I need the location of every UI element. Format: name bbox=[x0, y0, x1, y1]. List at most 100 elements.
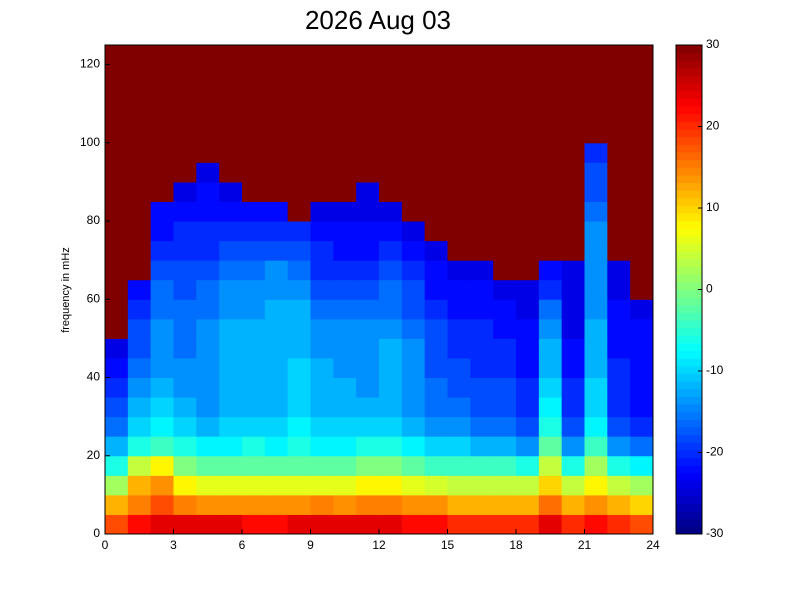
heat-cell bbox=[287, 338, 311, 359]
heat-cell bbox=[516, 221, 540, 242]
heat-cell bbox=[150, 514, 174, 535]
heat-cell bbox=[516, 514, 540, 535]
heat-cell bbox=[538, 514, 563, 535]
heat-cell bbox=[242, 318, 266, 339]
heat-cell bbox=[127, 103, 152, 124]
y-tick-label: 120 bbox=[80, 57, 100, 71]
heat-cell bbox=[447, 181, 471, 202]
heat-cell bbox=[310, 123, 334, 144]
heat-cell bbox=[538, 436, 563, 457]
heat-cell bbox=[219, 221, 243, 242]
heat-cell bbox=[287, 84, 311, 105]
heat-cell bbox=[447, 436, 471, 457]
heat-cell bbox=[493, 162, 517, 183]
heat-cell bbox=[127, 494, 152, 515]
heat-cell bbox=[401, 142, 426, 163]
heat-cell bbox=[379, 162, 403, 183]
heat-cell bbox=[424, 357, 448, 379]
heat-cell bbox=[173, 240, 197, 261]
heat-cell bbox=[173, 397, 197, 418]
heat-cell bbox=[333, 123, 357, 144]
heat-cell bbox=[607, 338, 631, 359]
heat-cell bbox=[470, 240, 494, 261]
heat-cell bbox=[401, 455, 426, 476]
heat-cell bbox=[630, 64, 654, 85]
heat-cell bbox=[150, 338, 174, 359]
heat-cell bbox=[196, 45, 220, 66]
heat-cell bbox=[401, 181, 426, 202]
heat-cell bbox=[219, 397, 243, 418]
colorbar-swatch bbox=[676, 358, 702, 367]
heat-cell bbox=[242, 84, 266, 105]
heat-cell bbox=[561, 142, 585, 163]
heat-cell bbox=[538, 455, 563, 476]
heat-cell bbox=[401, 260, 426, 281]
heat-cell bbox=[127, 279, 152, 300]
heat-cell bbox=[447, 455, 471, 476]
heat-cell bbox=[447, 494, 471, 515]
heat-cell bbox=[242, 45, 266, 66]
heat-cell bbox=[630, 338, 654, 359]
heat-cell bbox=[630, 221, 654, 242]
heat-cell bbox=[379, 455, 403, 476]
heat-cell bbox=[607, 260, 631, 281]
colorbar-swatch bbox=[676, 511, 702, 520]
heat-cell bbox=[219, 318, 243, 339]
colorbar-tick-label: 0 bbox=[706, 282, 713, 296]
heat-cell bbox=[516, 201, 540, 222]
heat-cell bbox=[173, 514, 197, 535]
heat-cell bbox=[287, 64, 311, 85]
heat-cell bbox=[493, 338, 517, 359]
heat-cell bbox=[447, 299, 471, 320]
colorbar-swatch bbox=[676, 274, 702, 283]
heat-cell bbox=[310, 103, 334, 124]
heat-cell bbox=[493, 240, 517, 261]
heat-cell bbox=[630, 181, 654, 202]
heat-cell bbox=[242, 514, 266, 535]
heat-cell bbox=[242, 103, 266, 124]
heat-cell bbox=[150, 181, 174, 202]
heat-cell bbox=[470, 201, 494, 222]
heat-cell bbox=[287, 181, 311, 202]
heat-cell bbox=[447, 260, 471, 281]
heat-cell bbox=[493, 103, 517, 124]
heat-cell bbox=[470, 338, 494, 359]
heat-cell bbox=[333, 475, 357, 496]
heat-cell bbox=[333, 221, 357, 242]
heat-cell bbox=[493, 45, 517, 66]
heat-cell bbox=[630, 84, 654, 105]
heat-cell bbox=[150, 436, 174, 457]
x-tick-label: 12 bbox=[372, 538, 386, 552]
heat-cell bbox=[127, 221, 152, 242]
heat-cell bbox=[447, 84, 471, 105]
heat-cell bbox=[493, 377, 517, 398]
heat-cell bbox=[538, 162, 563, 183]
heat-cell bbox=[630, 201, 654, 222]
colorbar-swatch bbox=[676, 396, 702, 405]
heat-cell bbox=[630, 475, 654, 496]
heat-cell bbox=[379, 436, 403, 457]
heat-cell bbox=[310, 299, 334, 320]
colorbar-swatch bbox=[676, 465, 702, 474]
colorbar-swatch bbox=[676, 480, 702, 489]
heat-cell bbox=[379, 338, 403, 359]
heat-cell bbox=[493, 416, 517, 437]
heat-cell bbox=[356, 260, 380, 281]
heat-cell bbox=[242, 64, 266, 85]
heat-cell bbox=[287, 221, 311, 242]
heat-cell bbox=[447, 397, 471, 418]
heat-cell bbox=[607, 221, 631, 242]
heat-cell bbox=[493, 299, 517, 320]
heat-cell bbox=[584, 123, 608, 144]
heat-cell bbox=[196, 221, 220, 242]
heat-cell bbox=[401, 45, 426, 66]
heat-cell bbox=[401, 377, 426, 398]
heat-cell bbox=[173, 201, 197, 222]
heat-cell bbox=[219, 162, 243, 183]
heat-cell bbox=[561, 436, 585, 457]
x-tick-label: 6 bbox=[239, 538, 246, 552]
heat-cell bbox=[493, 514, 517, 535]
heat-cell bbox=[287, 436, 311, 457]
heat-cell bbox=[447, 221, 471, 242]
heat-cell bbox=[470, 475, 494, 496]
